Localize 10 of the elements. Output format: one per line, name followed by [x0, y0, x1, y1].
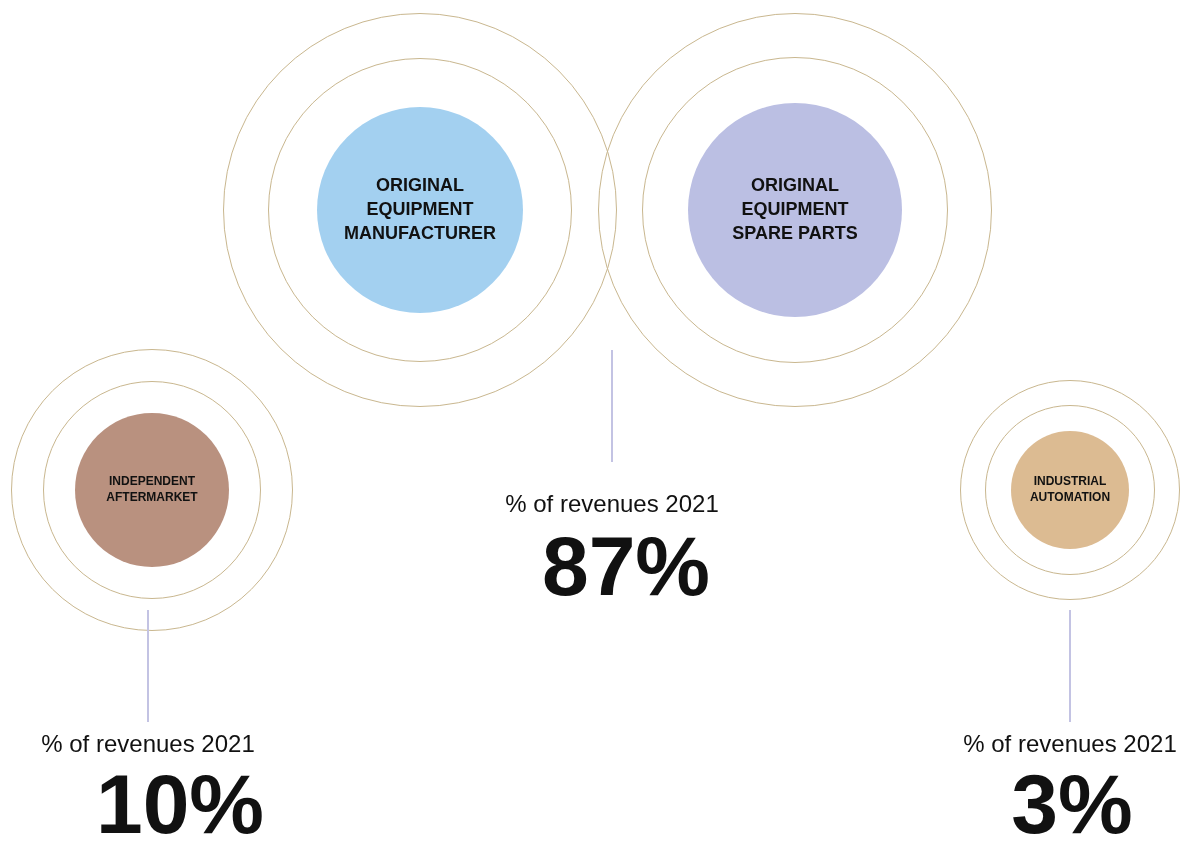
text: % of revenues 2021	[963, 729, 1177, 757]
category-label: ORIGINAL EQUIPMENT MANUFACTURER	[344, 174, 496, 244]
data-label: 3%	[1011, 757, 1133, 841]
text: % of revenues 2021	[41, 729, 255, 757]
data-label: 87%	[541, 519, 711, 614]
category-label: INDEPENDENT AFTERMARKET	[106, 474, 199, 505]
text: % of revenues 2021	[505, 489, 719, 517]
data-label: 10%	[95, 757, 265, 841]
category-label: ORIGINAL EQUIPMENT SPARE PARTS	[732, 174, 858, 244]
category-label: INDUSTRIAL AUTOMATION	[1029, 474, 1111, 505]
